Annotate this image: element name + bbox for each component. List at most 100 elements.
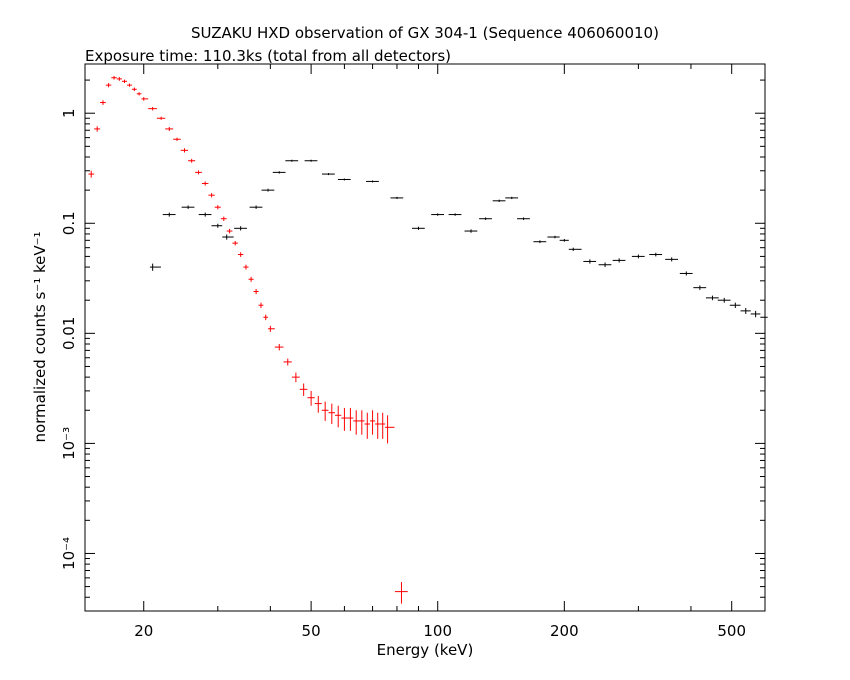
data-point	[598, 262, 612, 268]
data-point	[505, 196, 519, 200]
data-point	[232, 241, 238, 246]
data-point	[314, 395, 322, 413]
x-axis-label: Energy (keV)	[377, 641, 474, 659]
data-point	[299, 383, 308, 396]
data-point	[380, 412, 386, 439]
data-point	[337, 178, 351, 181]
data-point	[431, 213, 445, 216]
data-point	[88, 170, 95, 178]
data-point	[583, 259, 597, 264]
chart-title: SUZAKU HXD observation of GX 304-1 (Sequ…	[191, 24, 659, 42]
series-1	[149, 159, 768, 321]
data-point	[321, 401, 329, 421]
chart-subtitle: Exposure time: 110.3ks (total from all d…	[85, 47, 451, 65]
data-point	[492, 199, 506, 203]
data-point	[390, 196, 404, 200]
data-point	[243, 264, 249, 270]
data-point	[375, 412, 381, 439]
data-point	[517, 217, 530, 221]
axis-ticks	[85, 64, 766, 612]
data-point	[760, 313, 768, 321]
data-point	[220, 216, 227, 221]
data-point	[291, 372, 300, 383]
data-series	[88, 75, 768, 604]
y-tick-label: 10⁻⁴	[60, 537, 78, 570]
series-0	[88, 75, 408, 604]
data-point	[100, 100, 106, 105]
x-tick-label: 100	[423, 622, 452, 640]
data-point	[335, 405, 342, 428]
data-point	[274, 343, 284, 351]
data-point	[116, 77, 122, 81]
data-point	[366, 180, 379, 183]
data-point	[304, 159, 318, 162]
data-point	[328, 403, 336, 425]
data-point	[353, 410, 360, 435]
data-point	[126, 83, 132, 87]
data-point	[665, 257, 678, 262]
data-point	[94, 126, 101, 132]
data-point	[750, 310, 761, 318]
data-point	[411, 226, 425, 230]
y-axis-label: normalized counts s⁻¹ keV⁻¹	[31, 231, 49, 442]
data-point	[180, 148, 189, 153]
data-point	[222, 234, 234, 240]
data-point	[226, 228, 233, 234]
data-point	[649, 252, 663, 257]
x-tick-label: 50	[302, 622, 321, 640]
data-point	[237, 252, 244, 257]
data-point	[394, 582, 408, 604]
data-point	[156, 116, 166, 120]
data-point	[181, 205, 195, 209]
data-point	[214, 205, 221, 210]
y-tick-label: 10⁻³	[60, 427, 78, 460]
x-tick-label: 20	[134, 622, 153, 640]
data-point	[111, 75, 117, 80]
data-point	[448, 213, 462, 216]
data-point	[283, 358, 292, 366]
data-point	[341, 407, 348, 431]
data-point	[188, 158, 196, 163]
data-point	[131, 87, 137, 92]
data-point	[162, 212, 176, 217]
x-tick-label: 500	[717, 622, 746, 640]
data-point	[322, 173, 335, 176]
data-point	[148, 106, 157, 111]
data-point	[195, 170, 202, 175]
data-point	[173, 137, 181, 141]
data-point	[268, 325, 275, 332]
data-point	[249, 205, 263, 209]
data-point	[201, 181, 209, 186]
data-point	[705, 295, 719, 301]
y-tick-label: 0.1	[60, 211, 78, 235]
data-point	[479, 217, 492, 221]
data-point	[258, 302, 264, 308]
data-point	[679, 271, 693, 276]
data-point	[208, 193, 215, 198]
data-point	[559, 238, 569, 242]
data-point	[385, 415, 395, 444]
data-point	[141, 97, 149, 101]
data-point	[364, 412, 370, 439]
data-point	[729, 302, 741, 308]
data-point	[136, 92, 142, 96]
plot-frame	[84, 63, 766, 612]
data-point	[533, 240, 547, 244]
y-tick-label: 0.01	[60, 317, 78, 350]
data-point	[612, 258, 626, 263]
data-point	[261, 188, 275, 192]
data-point	[693, 285, 707, 290]
data-point	[248, 276, 254, 282]
data-point	[211, 223, 223, 228]
axis-tick-labels: 20 50 100 200 500 10⁻⁴ 10⁻³ 0.01 0.1 1	[60, 108, 746, 640]
data-point	[165, 126, 174, 131]
data-point	[464, 229, 478, 233]
y-tick-label: 1	[60, 108, 78, 118]
data-point	[285, 159, 299, 162]
data-point	[149, 263, 161, 271]
x-tick-label: 200	[550, 622, 579, 640]
data-point	[717, 297, 731, 303]
data-point	[198, 212, 212, 217]
data-point	[740, 307, 751, 314]
data-point	[272, 171, 286, 174]
